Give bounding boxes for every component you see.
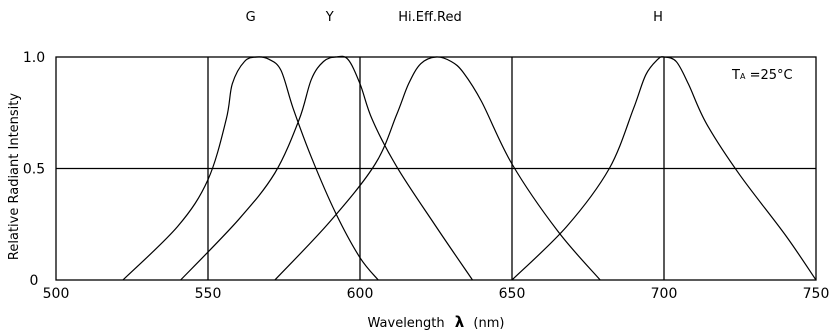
y-axis-label: Relative Radiant Intensity [7,93,22,260]
series-label: G [246,10,256,25]
x-axis-label-symbol: λ [455,313,465,331]
x-tick-label: 750 [803,286,830,302]
x-tick-label: 650 [499,286,526,302]
series-curve-0 [122,56,379,281]
x-tick-label: 500 [43,286,70,302]
x-tick-labels: 500 550 600 650 700 750 [43,286,830,302]
y-tick-label: 0.5 [23,162,45,178]
series-curve-2 [274,56,601,281]
y-tick-labels: 0 0.5 1.0 [23,50,45,289]
x-tick-label: 600 [347,286,374,302]
series-curves [122,55,817,281]
y-tick-label: 0 [30,273,39,289]
temperature-annotation: TA =25°C [731,68,793,83]
series-curve-3 [511,56,817,281]
annotation-rest: =25°C [745,68,792,83]
series-label: Hi.Eff.Red [398,10,462,25]
series-curve-1 [180,55,473,281]
series-labels: G Y Hi.Eff.Red H [246,10,663,25]
annotation-sub: A [740,72,746,81]
annotation-base: T [731,68,740,83]
y-tick-label: 1.0 [23,50,45,66]
series-label: H [653,10,663,25]
x-axis-label-text: Wavelength [368,316,445,331]
x-tick-label: 700 [651,286,678,302]
x-axis-label-unit: (nm) [473,316,504,331]
x-axis-label: Wavelength λ (nm) [368,313,505,331]
series-label: Y [325,10,334,25]
x-tick-label: 550 [195,286,222,302]
